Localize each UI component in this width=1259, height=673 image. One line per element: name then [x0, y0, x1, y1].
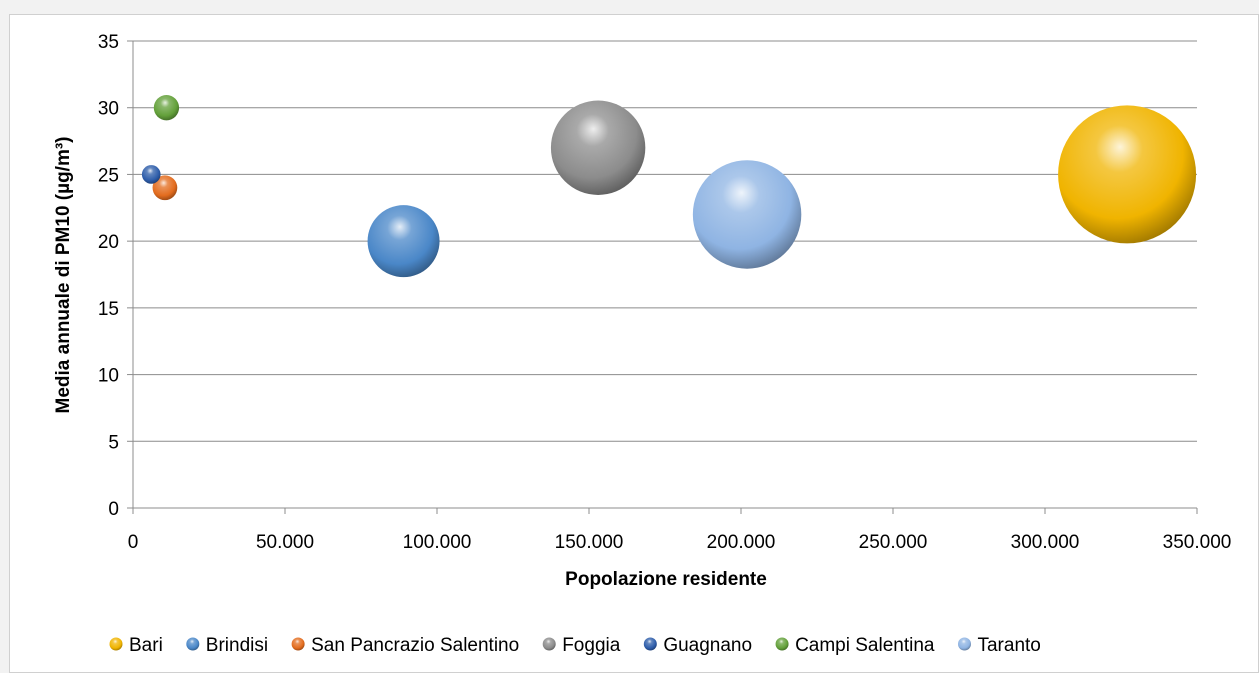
legend-label: Taranto	[977, 635, 1040, 656]
y-tick-label: 15	[98, 299, 119, 320]
x-tick-label: 350.000	[1163, 532, 1232, 553]
x-axis-ticks: 0 50.000 100.000 150.000 200.000 250.000 300.0…	[128, 508, 1232, 553]
legend-marker	[643, 637, 657, 651]
bubble-guagnano	[141, 165, 161, 184]
y-tick-label: 20	[98, 232, 119, 253]
bubble-bari	[1058, 105, 1197, 244]
bubble-san-pancrazio-salentino	[152, 175, 178, 201]
bubble-brindisi	[367, 205, 440, 278]
x-tick-label: 100.000	[403, 532, 472, 553]
y-axis-title: Media annuale di PM10 (µg/m³)	[53, 137, 74, 414]
x-tick-label: 0	[128, 532, 139, 553]
x-tick-label: 300.000	[1011, 532, 1080, 553]
legend-label: Bari	[129, 635, 163, 656]
legend-marker	[957, 637, 971, 651]
legend-label: Brindisi	[206, 635, 268, 656]
x-tick-label: 150.000	[555, 532, 624, 553]
bubble-campi-salentina	[153, 95, 180, 121]
legend-label: Guagnano	[663, 635, 752, 656]
bubble-taranto	[692, 160, 802, 269]
bubble-foggia	[550, 100, 646, 195]
legend-marker	[186, 637, 200, 651]
bubbles	[141, 95, 1197, 278]
axes	[132, 41, 1197, 509]
legend-marker	[542, 637, 556, 651]
x-tick-label: 50.000	[256, 532, 314, 553]
legend: Bari Brindisi San Pancrazio Salentino Foggi…	[109, 635, 1041, 656]
x-axis-title: Popolazione residente	[565, 569, 767, 590]
y-tick-label: 35	[98, 32, 119, 53]
legend-marker	[775, 637, 789, 651]
legend-marker	[109, 637, 123, 651]
y-tick-label: 25	[98, 165, 119, 186]
y-tick-label: 30	[98, 99, 119, 120]
x-tick-label: 250.000	[859, 532, 928, 553]
y-tick-label: 0	[108, 499, 119, 520]
legend-label: San Pancrazio Salentino	[311, 635, 519, 656]
y-tick-label: 10	[98, 366, 119, 387]
y-axis-ticks: 0 5 10 15 20 25 30 35	[98, 32, 133, 520]
legend-marker	[291, 637, 305, 651]
gridlines	[133, 40, 1197, 442]
legend-label: Foggia	[562, 635, 621, 656]
x-tick-label: 200.000	[707, 532, 776, 553]
legend-label: Campi Salentina	[795, 635, 935, 656]
y-tick-label: 5	[108, 432, 119, 453]
